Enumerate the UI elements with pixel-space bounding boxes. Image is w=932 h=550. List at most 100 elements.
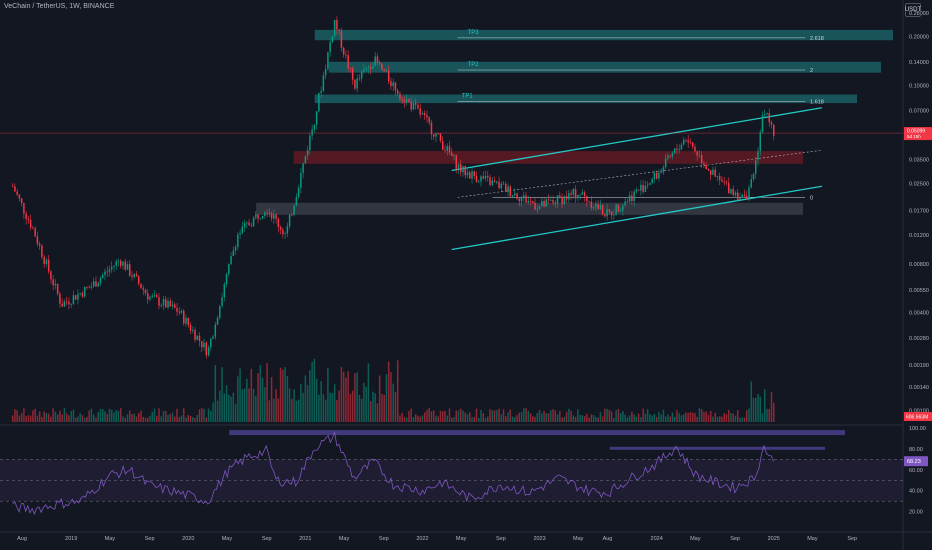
- volume-bar: [723, 413, 725, 422]
- volume-bar: [752, 397, 755, 422]
- volume-bar: [426, 409, 428, 422]
- candle-body: [11, 186, 14, 188]
- candle-body: [63, 301, 66, 307]
- volume-bar: [205, 417, 208, 422]
- volume-bar: [356, 372, 358, 422]
- volume-bar: [655, 416, 658, 422]
- last-price-value: 0.05099: [907, 129, 925, 135]
- candle-body: [304, 155, 307, 164]
- volume-bar: [619, 413, 622, 422]
- volume-bar: [302, 392, 304, 422]
- volume-bar: [493, 410, 496, 422]
- volume-bar: [318, 394, 320, 422]
- volume-bar: [176, 408, 178, 422]
- candle-body: [703, 163, 705, 165]
- candle-body: [529, 201, 532, 202]
- volume-bar: [20, 413, 23, 422]
- candle-body: [773, 124, 775, 136]
- volume-bar: [331, 393, 334, 422]
- candle-body: [626, 201, 629, 203]
- candle-body: [99, 278, 102, 284]
- candle-body: [259, 218, 262, 220]
- candle-body: [140, 283, 142, 289]
- candle-body: [95, 281, 97, 287]
- candle-body: [396, 90, 399, 94]
- price-tick-label: 0.20000: [909, 35, 929, 41]
- candle-body: [59, 293, 61, 304]
- volume-bar: [696, 416, 698, 422]
- time-tick-label: May: [105, 536, 116, 542]
- volume-bar: [25, 416, 27, 422]
- rsi-line: [12, 431, 775, 515]
- candle-body: [547, 199, 550, 201]
- volume-bar: [376, 403, 379, 422]
- candle-body: [284, 233, 286, 235]
- volume-bar: [86, 416, 88, 422]
- candle-body: [72, 295, 75, 304]
- volume-bar: [721, 416, 723, 422]
- volume-bar: [428, 408, 430, 422]
- volume-bar: [174, 416, 176, 422]
- candle-body: [119, 260, 122, 266]
- candle-body: [86, 286, 88, 288]
- volume-bar: [579, 414, 581, 422]
- candle-body: [466, 172, 469, 176]
- candle-body: [115, 261, 117, 266]
- volume-bar: [126, 414, 129, 422]
- volume-bar: [635, 416, 638, 422]
- currency-button[interactable]: USDT: [905, 3, 921, 17]
- volume-bar: [284, 367, 286, 422]
- volume-bar: [577, 409, 579, 422]
- volume-bar: [259, 365, 262, 422]
- candle-body: [718, 176, 721, 180]
- candle-body: [228, 264, 230, 274]
- candle-body: [448, 146, 451, 153]
- candle-body: [471, 171, 473, 179]
- volume-bar: [536, 413, 539, 422]
- volume-bar: [243, 388, 246, 422]
- volume-bar: [56, 414, 59, 422]
- candle-body: [536, 208, 539, 210]
- time-tick-label: 2019: [65, 536, 77, 542]
- rsi-tick-label: 40.00: [909, 489, 923, 495]
- candle-body: [381, 64, 383, 70]
- volume-bar: [162, 410, 165, 422]
- volume-bar: [401, 412, 403, 422]
- candle-body: [43, 256, 45, 264]
- volume-bar: [38, 411, 41, 422]
- candle-body: [423, 113, 426, 116]
- candle-body: [554, 202, 557, 204]
- candle-body: [47, 259, 50, 272]
- candle-body: [36, 236, 39, 244]
- volume-bar: [514, 416, 516, 422]
- volume-bar: [649, 414, 651, 422]
- time-tick-label: May: [339, 536, 350, 542]
- candle-body: [505, 184, 507, 192]
- volume-bar: [687, 412, 689, 422]
- time-tick-label: 2024: [651, 536, 663, 542]
- candle-body: [237, 234, 239, 248]
- volume-bar: [349, 393, 352, 422]
- candle-body: [750, 179, 752, 188]
- time-tick-label: Sep: [379, 536, 389, 542]
- candle-body: [27, 218, 30, 220]
- candle-body: [493, 180, 496, 183]
- candle-body: [698, 155, 701, 156]
- time-tick-label: May: [222, 536, 233, 542]
- volume-bar: [741, 417, 743, 422]
- volume-bar: [507, 412, 509, 422]
- candle-body: [56, 283, 59, 294]
- candle-body: [523, 195, 525, 198]
- candle-body: [655, 172, 658, 179]
- volume-bar: [410, 408, 412, 422]
- candle-body: [144, 289, 147, 294]
- volume-bar: [131, 414, 133, 422]
- candle-body: [667, 155, 669, 159]
- volume-tag: [904, 412, 932, 421]
- volume-bar: [471, 417, 473, 422]
- candle-body: [687, 140, 689, 143]
- volume-bar: [97, 411, 99, 422]
- candle-body: [412, 103, 415, 110]
- candle-body: [599, 204, 602, 210]
